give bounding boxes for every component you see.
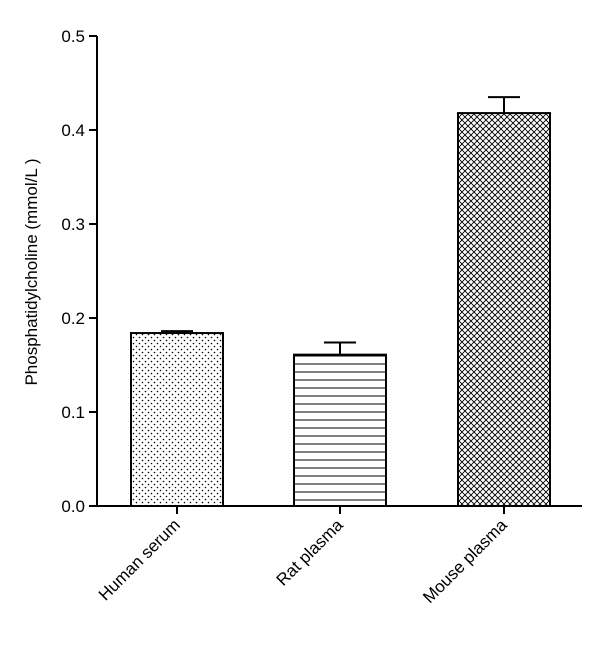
- y-tick-label-0: 0.0: [61, 497, 85, 516]
- bar-rat-plasma: [293, 353, 387, 507]
- y-tick-label-2: 0.2: [61, 309, 85, 328]
- x-axis-category-labels: Human serum Rat plasma Mouse plasma: [95, 515, 511, 607]
- x-label-mouse-plasma: Mouse plasma: [419, 515, 511, 607]
- x-axis-ticks: [176, 506, 505, 514]
- x-label-human-serum: Human serum: [95, 515, 184, 604]
- y-axis-title: Phosphatidylcholine (mmol/L ): [22, 158, 41, 385]
- y-axis-tick-labels: 0.0 0.1 0.2 0.3 0.4 0.5: [61, 27, 85, 516]
- bar-human-serum: [130, 332, 224, 508]
- y-axis-ticks: [89, 35, 97, 507]
- y-tick-label-1: 0.1: [61, 403, 85, 422]
- x-label-rat-plasma: Rat plasma: [273, 515, 348, 590]
- error-bar-mouse-plasma: [488, 96, 520, 114]
- y-tick-label-4: 0.4: [61, 121, 85, 140]
- error-bar-rat-plasma: [324, 341, 356, 355]
- bars: [130, 112, 551, 508]
- error-bar-human-serum: [161, 330, 193, 334]
- bar-mouse-plasma: [457, 112, 551, 508]
- y-tick-label-3: 0.3: [61, 215, 85, 234]
- y-tick-label-5: 0.5: [61, 27, 85, 46]
- error-bars: [161, 96, 520, 355]
